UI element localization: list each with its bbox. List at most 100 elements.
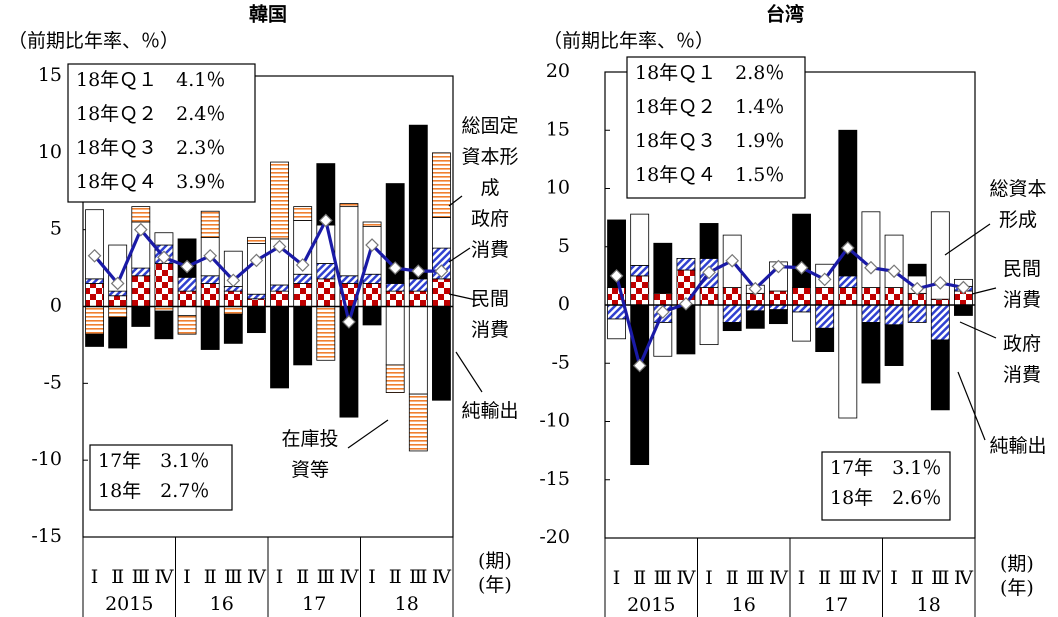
bar-segment <box>884 234 904 288</box>
series-label: 政府 <box>471 208 509 230</box>
x-tick-label: Ⅲ <box>224 566 242 588</box>
bar-segment <box>247 293 266 300</box>
bar-segment <box>85 209 104 280</box>
bar-segment <box>316 263 336 280</box>
year-label: 17 <box>824 594 848 616</box>
bar-segment <box>432 306 451 401</box>
bar-segment <box>432 278 451 307</box>
bar-segment <box>247 243 266 295</box>
bar-segment <box>907 304 927 323</box>
bar-segment <box>838 129 858 277</box>
bar-segment <box>200 275 220 284</box>
quarter-box-text: 18年Ｑ１ 4.1％ <box>76 69 225 91</box>
series-label: 在庫投 <box>281 428 338 450</box>
series-label: 消費 <box>1003 364 1041 386</box>
gdp-marker <box>272 239 287 254</box>
period-unit: (期) <box>1000 553 1034 575</box>
bar-segment <box>154 310 174 340</box>
bar-segment <box>745 310 765 329</box>
bar-segment <box>815 304 835 329</box>
year-label: 2015 <box>105 593 153 615</box>
bar-segment <box>838 275 858 288</box>
bar-segment <box>85 306 104 335</box>
bar-segment <box>769 309 788 325</box>
bar-segment <box>154 232 174 246</box>
bar-segment <box>884 304 904 326</box>
gdp-marker <box>110 276 125 291</box>
gdp-marker <box>411 264 426 279</box>
bar-segment <box>108 316 128 349</box>
bar-segment <box>385 283 405 292</box>
bar-segment <box>362 306 382 326</box>
series-label: 成 <box>480 177 499 199</box>
bar-segment <box>316 278 336 307</box>
bar-segment <box>607 304 626 320</box>
gdp-marker <box>887 264 901 279</box>
x-tick-label: Ⅱ <box>818 567 831 589</box>
x-tick-label: Ⅱ <box>111 566 124 588</box>
bar-segment <box>385 306 405 366</box>
x-tick-label: Ⅰ <box>890 567 898 589</box>
y-tick-label: 15 <box>38 64 62 86</box>
gdp-marker <box>702 265 716 280</box>
bar-segment <box>432 216 451 249</box>
bar-segment <box>339 206 359 277</box>
bar-segment <box>247 306 266 334</box>
bar-segment <box>293 273 313 284</box>
label-arrow <box>944 223 991 256</box>
x-tick-label: Ⅰ <box>613 567 621 589</box>
bar-segment <box>108 290 128 297</box>
bar-segment <box>861 304 881 323</box>
x-tick-label: Ⅳ <box>247 566 267 588</box>
quarter-box-text: 18年Ｑ２ 1.4％ <box>635 96 784 118</box>
bar-segment <box>131 306 151 327</box>
bar-segment <box>861 211 881 288</box>
gdp-marker <box>133 222 148 237</box>
quarter-box-text: 18年Ｑ３ 2.3％ <box>76 137 225 159</box>
bar-segment <box>653 322 673 357</box>
quarter-box-text: 18年Ｑ１ 2.8％ <box>635 62 784 84</box>
bar-segment <box>722 322 742 332</box>
bar-segment <box>838 304 858 419</box>
bar-segment <box>385 364 405 393</box>
bar-segment <box>408 393 428 452</box>
series-label: 資本形 <box>461 146 518 168</box>
series-label: 消費 <box>471 239 509 261</box>
bar-segment <box>653 292 673 306</box>
bar-segment <box>408 278 428 292</box>
period-unit: (期) <box>478 550 512 572</box>
gdp-marker <box>87 248 102 263</box>
series-label: 総固定 <box>461 115 518 137</box>
bar-segment <box>270 161 289 240</box>
bar-segment <box>131 206 151 223</box>
bar-segment <box>293 206 313 221</box>
series-label: 民間 <box>1003 258 1041 280</box>
bar-segment <box>408 290 428 307</box>
bar-segment <box>247 298 266 307</box>
y-tick-label: 10 <box>546 177 570 199</box>
x-tick-label: Ⅰ <box>368 566 376 588</box>
bar-segment <box>745 304 765 312</box>
y-tick-label: 20 <box>546 60 570 82</box>
x-tick-label: Ⅰ <box>276 566 284 588</box>
gdp-marker <box>203 248 218 263</box>
x-tick-label: Ⅳ <box>154 566 174 588</box>
x-tick-label: Ⅰ <box>705 567 713 589</box>
bar-segment <box>223 290 243 307</box>
x-tick-label: Ⅲ <box>839 567 857 589</box>
bar-segment <box>177 276 197 292</box>
bar-segment <box>200 283 220 307</box>
quarter-box-text: 18年Ｑ２ 2.4％ <box>76 103 225 125</box>
y-tick-label: 0 <box>50 295 62 317</box>
series-label: 形成 <box>999 209 1037 231</box>
series-label: 純輸出 <box>461 400 518 422</box>
x-tick-label: Ⅰ <box>183 566 191 588</box>
bar-segment <box>293 283 313 307</box>
annual-box-frame <box>821 451 951 521</box>
y-tick-label: -5 <box>551 351 570 373</box>
year-label: 2015 <box>627 594 675 616</box>
bar-segment <box>385 290 405 307</box>
label-arrow <box>448 247 471 263</box>
x-tick-label: Ⅲ <box>409 566 427 588</box>
x-tick-label: Ⅳ <box>769 567 789 589</box>
